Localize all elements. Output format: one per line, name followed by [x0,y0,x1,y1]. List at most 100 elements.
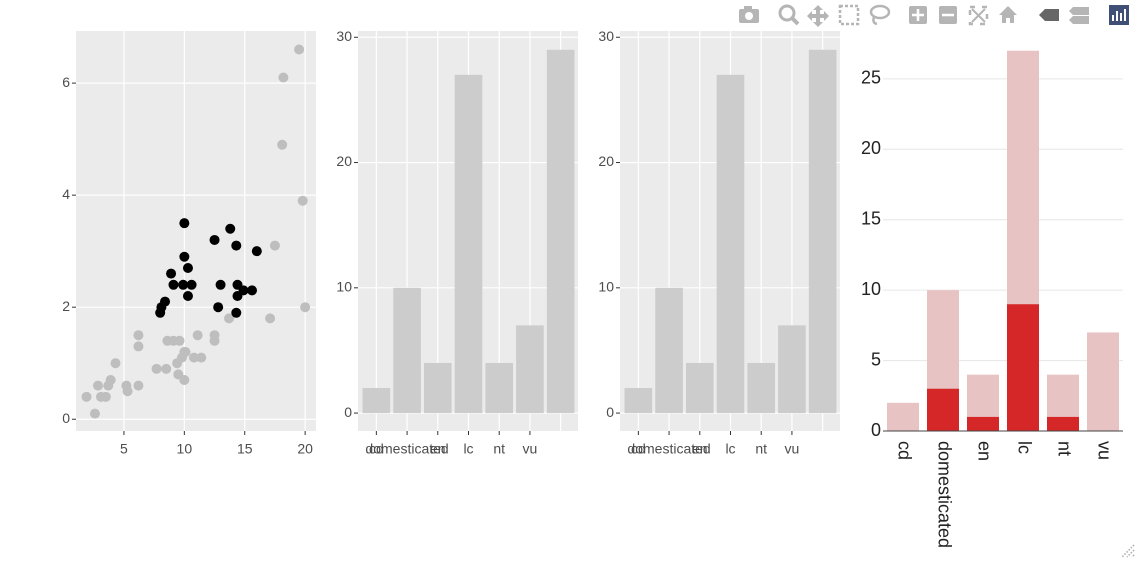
home-button[interactable] [999,6,1017,23]
modebar [739,4,1129,27]
bar [546,49,575,414]
x-tick-label: vu [523,441,538,457]
bar [624,388,653,414]
x-tick-label: nt [1054,441,1074,456]
scatter-point [297,195,308,206]
scatter-point [269,240,280,251]
scatter-point [232,290,243,301]
y-tick-label: 10 [598,279,614,295]
zoom-in-button[interactable] [909,6,927,24]
scatter-point [110,358,121,369]
y-tick-label: 30 [336,28,352,44]
scatter-point [133,330,144,341]
scatter-point [179,251,190,262]
scatter-point [278,72,289,83]
bar [362,388,391,414]
x-tick-label: lc [725,441,735,457]
bar [454,74,483,414]
resize-handle[interactable] [1121,544,1135,558]
y-tick-label: 0 [606,404,614,420]
scatter-point [225,223,236,234]
y-tick-label: 25 [861,68,881,88]
x-tick-label: nt [755,441,767,457]
scatter-point [161,363,172,374]
scatter-point [155,307,166,318]
x-tick-label: cd [894,441,914,460]
scatter-point [196,352,207,363]
x-tick-label: en [430,441,446,457]
y-tick-label: 20 [861,138,881,158]
y-tick-label: 0 [344,404,352,420]
plot-background [76,31,316,431]
scatter-point [166,268,177,279]
y-tick-label: 20 [598,153,614,169]
x-tick-label: 15 [237,441,253,457]
x-tick-label: 20 [297,441,313,457]
y-tick-label: 0 [62,410,70,426]
zoom-button[interactable] [778,4,800,26]
x-tick-label: domesticated [934,441,954,548]
bar [747,362,776,414]
bar [485,362,514,414]
bar [1047,416,1079,431]
bar [967,416,999,431]
bar [808,49,837,414]
x-tick-label: cd [369,441,384,457]
x-tick-label: vu [1094,441,1114,460]
x-tick-label: domesticated [627,441,710,457]
scatter-point [182,262,193,273]
hover-compare-button[interactable] [1069,7,1089,24]
scatter-point [231,307,242,318]
scatter-point [133,380,144,391]
autoscale-button[interactable] [968,5,989,26]
scatter-point [251,246,262,257]
bar [887,402,919,431]
x-tick-label: en [974,441,994,461]
bar [1087,332,1119,431]
x-tick-label: domesticated [365,441,448,457]
scatter-point [294,44,305,55]
scatter-point [122,386,133,397]
y-tick-label: 4 [62,186,70,202]
bar [778,325,806,414]
bar [655,287,683,414]
hover-closest-button[interactable] [1039,9,1059,21]
scatter-point [209,234,220,245]
box-select-button[interactable] [838,4,860,26]
pan-button[interactable] [807,5,829,27]
scatter-point [277,139,288,150]
zoom-out-button[interactable] [939,6,957,24]
bar [423,362,452,414]
scatter-point [178,279,189,290]
scatter-point [89,408,100,419]
scatter-point [213,302,224,313]
chart-panel: 0 2 4 6 5 10 15 20 [62,31,316,457]
scatter-point [179,218,190,229]
x-tick-label: en [692,441,708,457]
bar [685,362,714,414]
scatter-point [224,313,235,324]
scatter-point [186,279,197,290]
scatter-point [182,290,193,301]
bar [1007,304,1039,431]
x-tick-label: nt [493,441,505,457]
scatter-point [209,335,220,346]
bar [516,325,544,414]
scatter-point [215,279,226,290]
scatter-point [300,302,311,313]
camera-button[interactable] [739,6,759,23]
scatter-point [105,375,116,386]
y-tick-label: 0 [871,420,881,440]
scatter-point [231,240,242,251]
bar [927,388,959,431]
lasso-button[interactable] [869,4,891,26]
plotly-logo[interactable] [1109,5,1129,25]
chart-panel: 0 5 10 15 20 25 cd domesticated en lc nt vu [861,50,1123,548]
scatter-point [246,285,257,296]
x-tick-label: cd [631,441,646,457]
y-tick-label: 15 [861,208,881,228]
y-tick-label: 10 [861,279,881,299]
